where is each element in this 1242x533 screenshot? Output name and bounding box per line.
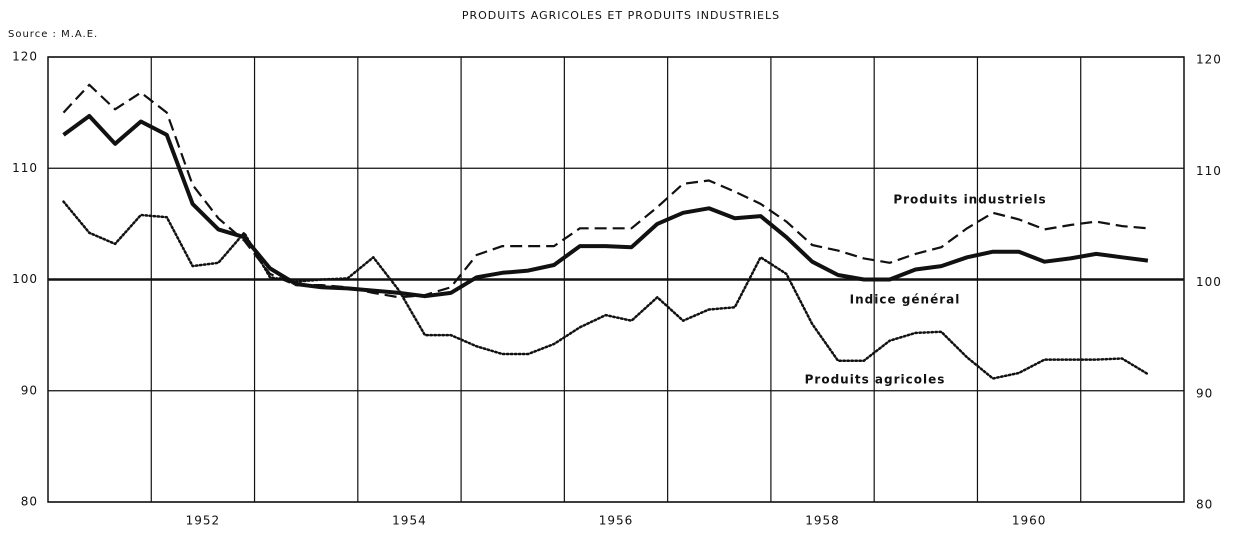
x-tick-label: 1960 xyxy=(1012,514,1047,528)
x-tick-label: 1958 xyxy=(805,514,840,528)
series-line xyxy=(62,114,1149,299)
chart-subtitle: Source : M.A.E. xyxy=(8,29,98,40)
series-label: Indice général xyxy=(850,293,961,307)
chart-title: PRODUITS AGRICOLES ET PRODUITS INDUSTRIE… xyxy=(462,9,780,22)
y-tick-label: 80 xyxy=(21,495,38,509)
y2-tick-label: 110 xyxy=(1196,164,1222,178)
x-tick-label: 1954 xyxy=(392,514,427,528)
y2-tick-label: 90 xyxy=(1196,386,1213,400)
y2-tick-label: 120 xyxy=(1196,53,1222,67)
y-tick-label: 120 xyxy=(12,50,38,64)
series-line xyxy=(62,83,1148,299)
series-label: Produits industriels xyxy=(893,193,1046,207)
y-tick-label: 100 xyxy=(12,272,38,286)
y2-tick-label: 100 xyxy=(1196,275,1222,289)
y2-tick-label: 80 xyxy=(1196,498,1213,512)
x-tick-label: 1952 xyxy=(186,514,221,528)
y-tick-label: 110 xyxy=(12,161,38,175)
series-line xyxy=(62,200,1150,380)
y-tick-label: 90 xyxy=(21,383,38,397)
x-tick-label: 1956 xyxy=(599,514,634,528)
series-label: Produits agricoles xyxy=(805,373,946,387)
